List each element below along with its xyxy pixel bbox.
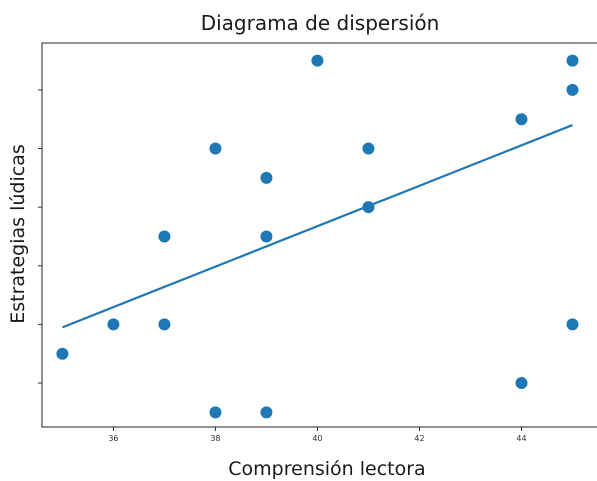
data-points [56, 54, 579, 419]
x-tick-label: 36 [108, 434, 118, 443]
data-point [209, 142, 222, 155]
data-point [515, 113, 528, 126]
data-point [566, 83, 579, 96]
y-axis-ticks [38, 89, 42, 384]
data-point [158, 318, 171, 331]
data-point [362, 201, 375, 214]
data-point [362, 142, 375, 155]
data-point [107, 318, 120, 331]
plot-frame [41, 42, 597, 428]
data-point [209, 406, 222, 419]
data-point [311, 54, 324, 67]
x-tick-label: 40 [312, 434, 322, 443]
x-axis-label: Comprensión lectora [228, 458, 425, 480]
data-point [260, 171, 273, 184]
data-point [260, 406, 273, 419]
trend-line [61, 124, 573, 329]
y-axis-label: Estrategias lúdicas [7, 144, 29, 324]
data-point [158, 230, 171, 243]
data-point [515, 377, 528, 390]
x-axis-ticks: 36 38 40 42 44 [108, 427, 527, 443]
x-tick-label: 44 [516, 434, 526, 443]
data-point [56, 347, 69, 360]
x-tick-label: 38 [210, 434, 220, 443]
chart-title: Diagrama de dispersión [201, 11, 440, 35]
x-tick-label: 42 [414, 434, 424, 443]
data-point [260, 230, 273, 243]
data-point [566, 318, 579, 331]
trend-line-group [61, 124, 573, 329]
data-point [566, 54, 579, 67]
